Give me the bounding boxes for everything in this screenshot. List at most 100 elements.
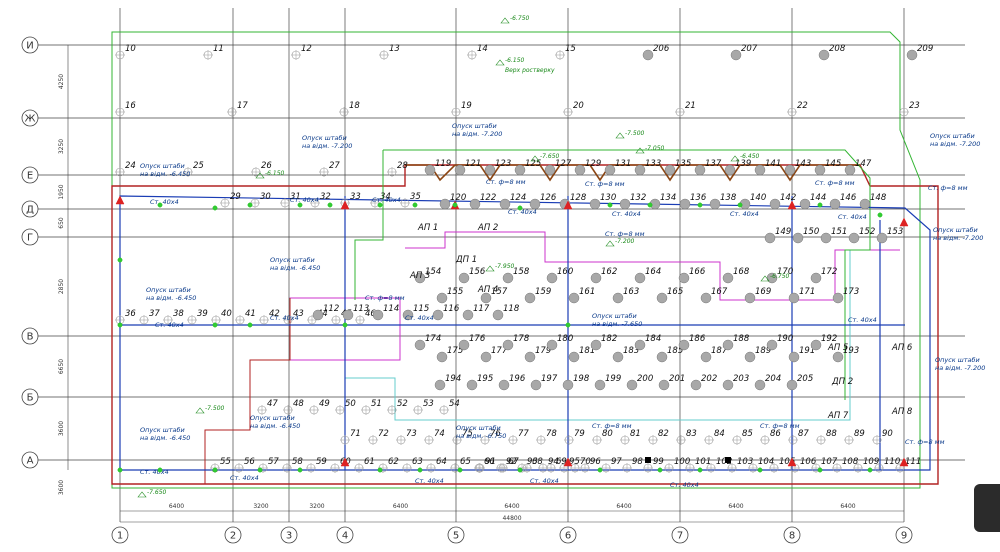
pile-marker: 177 xyxy=(480,346,508,363)
connection-marker xyxy=(899,457,909,467)
pile-number: 10 xyxy=(125,44,136,54)
connection-marker xyxy=(787,457,797,467)
magenta-outline xyxy=(405,231,900,301)
annotation-strip-b: на відм. -6.450 xyxy=(250,422,300,430)
pile-number: 190 xyxy=(777,334,793,344)
pile-marker: 132 xyxy=(619,193,646,210)
connection-marker xyxy=(899,217,909,227)
elevation-value: -7.650 xyxy=(147,489,167,496)
pile-marker: 126 xyxy=(529,193,557,210)
pile-number: 158 xyxy=(513,267,530,277)
pile-marker: 155 xyxy=(436,287,463,304)
annotation-rod-40x4: Ст. 40х4 xyxy=(230,474,259,482)
pile-marker: 12 xyxy=(291,44,312,60)
pile-marker: 116 xyxy=(432,304,460,321)
elevation-value: -7.050 xyxy=(645,145,665,152)
pile-number: 104 xyxy=(758,457,774,467)
pile-marker: 36 xyxy=(115,309,136,325)
arrester-label: АП 5 xyxy=(827,343,848,353)
earthing-node xyxy=(457,467,463,473)
pile-number: 192 xyxy=(821,334,837,344)
pile-number: 147 xyxy=(855,159,872,169)
lightning-rod-label: ДП 2 xyxy=(831,377,853,387)
pile-number: 207 xyxy=(741,44,758,54)
pile-number: 91 xyxy=(485,457,496,467)
pile-number: 12 xyxy=(301,44,312,54)
pile-number: 14 xyxy=(477,44,488,54)
earthing-node xyxy=(452,202,458,208)
pile-marker: 28 xyxy=(387,161,408,177)
pile-number: 133 xyxy=(645,159,661,169)
pile-number: 122 xyxy=(480,193,496,203)
pile-number: 72 xyxy=(378,429,389,439)
side-panel-tab[interactable] xyxy=(974,484,1000,532)
pile-number: 100 xyxy=(674,457,690,467)
elevation-value: -7.500 xyxy=(625,130,645,137)
pile-marker: 102 xyxy=(706,457,732,473)
pile-marker: 87 xyxy=(788,429,809,445)
pile-marker: 96 xyxy=(580,457,601,473)
arrester-label: АП 7 xyxy=(827,411,849,421)
pile-marker: 14 xyxy=(467,44,488,60)
annotation-strip-a: Опуск штаби xyxy=(592,312,637,320)
pile-marker: 53 xyxy=(413,399,434,415)
pile-marker: 84 xyxy=(704,429,725,445)
pile-number: 33 xyxy=(350,192,361,202)
pile-marker: 22 xyxy=(787,101,808,117)
grid-column-label: 7 xyxy=(677,531,683,542)
pile-marker: 192 xyxy=(810,334,837,351)
test-point-marker xyxy=(725,457,731,463)
pile-marker: 98 xyxy=(622,457,643,473)
grid-column-bubble: 9 xyxy=(895,526,913,544)
pile-marker: 10 xyxy=(115,44,136,60)
pile-marker: 88 xyxy=(816,429,837,445)
grid-row-bubble: Г xyxy=(21,228,39,246)
pile-number: 18 xyxy=(349,101,360,111)
pile-number: 145 xyxy=(825,159,841,169)
pile-number: 161 xyxy=(579,287,595,297)
pile-marker: 125 xyxy=(514,159,541,176)
pile-marker: 188 xyxy=(722,334,750,351)
pile-marker: 140 xyxy=(739,193,766,210)
pile-marker: 11 xyxy=(203,44,224,60)
elevation-value: -7.200 xyxy=(615,238,635,245)
elevation-value: -7.500 xyxy=(205,405,225,412)
pile-marker: 99 xyxy=(643,457,664,473)
pile-number: 28 xyxy=(397,161,408,171)
pile-marker: 120 xyxy=(439,193,466,210)
pile-number: 16 xyxy=(125,101,136,111)
elevation-mark: -6.150 xyxy=(255,170,285,179)
test-point-marker xyxy=(645,457,651,463)
pile-number: 29 xyxy=(230,192,241,202)
pile-number: 61 xyxy=(364,457,375,467)
earthing-node xyxy=(342,322,348,328)
annotation-strip-c: на відм. -7.200 xyxy=(933,234,983,242)
pile-number: 31 xyxy=(290,192,301,202)
pile-marker: 180 xyxy=(546,334,573,351)
pile-marker: 78 xyxy=(536,429,557,445)
pile-marker: 209 xyxy=(906,44,933,61)
elevation-value: -6.750 xyxy=(770,273,790,280)
pile-number: 62 xyxy=(388,457,399,467)
pile-marker: 70 xyxy=(570,457,591,473)
pile-marker: 165 xyxy=(656,287,683,304)
annotation-strip-a: Опуск штаби xyxy=(930,132,975,140)
pile-marker: 166 xyxy=(678,267,706,284)
annotation-strip-a: Опуск штаби xyxy=(302,134,347,142)
row-dimension: 3600 xyxy=(58,421,65,436)
pile-marker: 58 xyxy=(282,457,303,473)
pile-number: 24 xyxy=(125,161,136,171)
elevation-mark: -7.050 xyxy=(635,145,665,154)
pile-number: 183 xyxy=(623,346,639,356)
pile-marker: 77 xyxy=(508,429,529,445)
grid-column-bubble: 2 xyxy=(224,526,242,544)
pile-marker: 193 xyxy=(832,346,859,363)
pile-marker: 90 xyxy=(872,429,893,445)
pile-marker: 21 xyxy=(675,101,696,117)
earthing-node xyxy=(377,202,383,208)
annotation-rod-phi8: Ст. ф=8 мм xyxy=(815,179,855,187)
pile-number: 124 xyxy=(510,193,526,203)
pile-number: 118 xyxy=(503,304,520,314)
pile-number: 88 xyxy=(826,429,837,439)
pile-number: 195 xyxy=(477,374,493,384)
